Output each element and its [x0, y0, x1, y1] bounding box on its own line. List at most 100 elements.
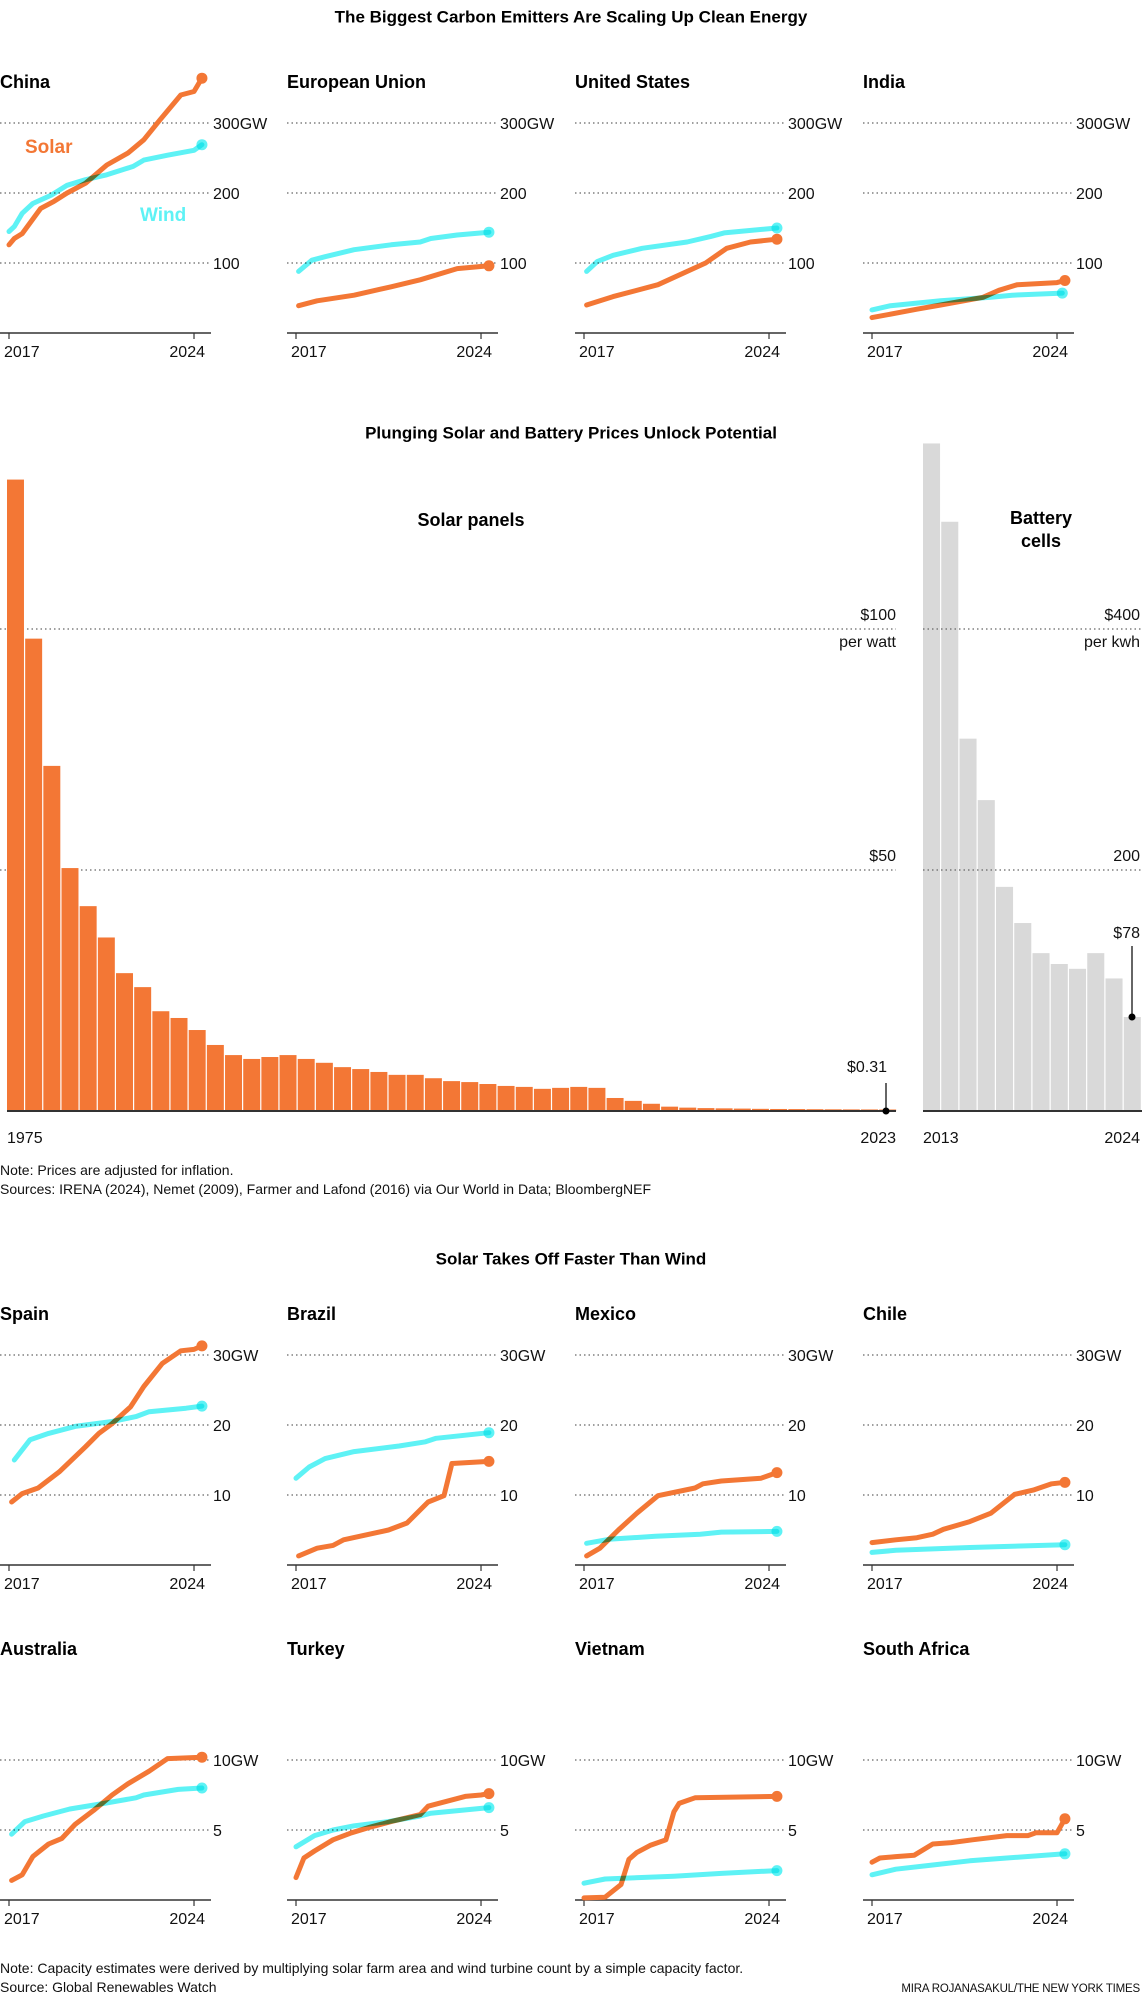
battery-price-bar [941, 521, 959, 1111]
wind-end-dot [771, 1525, 783, 1537]
wind-end-dot [771, 1865, 783, 1877]
solar-price-bar [661, 1106, 679, 1111]
x-tick-label: 2024 [744, 344, 780, 361]
solar-end-dot [771, 1467, 783, 1479]
panel-european-union: European Union 100 200 300GW 2017 2024 [287, 72, 555, 361]
solar-line [6, 75, 205, 248]
y-tick-label: 100 [213, 256, 240, 273]
wind-line [296, 229, 492, 274]
y-tick-label: 5 [500, 1823, 509, 1840]
wind-line [9, 1785, 205, 1837]
y-tick-label: 300GW [788, 116, 843, 133]
solar-price-bar [533, 1088, 551, 1111]
solar-price-bar [225, 1055, 243, 1111]
solar-line [869, 1816, 1068, 1865]
battery-price-bar [1032, 953, 1050, 1111]
solar-price-bar [515, 1086, 533, 1111]
x-tick-label: 2017 [4, 1911, 40, 1928]
solar-price-bar [243, 1058, 261, 1111]
panel-turkey: Turkey 5 10GW 2017 2024 [287, 1639, 546, 1928]
x-tick-label: 2017 [579, 344, 615, 361]
annotation-dot [882, 1107, 890, 1115]
solar-price-bar [570, 1086, 588, 1111]
x-tick-label: 2017 [867, 344, 903, 361]
solar-price-bar [642, 1103, 660, 1111]
legend-wind: Wind [140, 205, 186, 226]
battery-price-bar [1050, 963, 1068, 1111]
x-tick-label: 2024 [744, 1911, 780, 1928]
x-tick-label: 2013 [923, 1130, 959, 1147]
y-tick-label: 300GW [1076, 116, 1131, 133]
solar-price-bar [279, 1055, 297, 1111]
battery-price-bar [1087, 953, 1105, 1111]
x-tick-label: 2024 [1032, 1576, 1068, 1593]
solar-end-dot [196, 1751, 208, 1763]
note: Note: Prices are adjusted for inflation. [0, 1162, 233, 1178]
solar-end-dot [196, 72, 208, 84]
credit: MIRA ROJANASAKUL/THE NEW YORK TIMES [901, 1983, 1140, 1995]
solar-price-bar [479, 1084, 497, 1111]
y-tick-label: 10GW [788, 1753, 834, 1770]
panel-australia: Australia 5 10GW 2017 2024 [0, 1639, 259, 1928]
x-tick-label: 2024 [456, 344, 492, 361]
panel-title: Spain [0, 1304, 49, 1324]
battery-price-bar [977, 800, 995, 1111]
y-tick-label: 5 [788, 1823, 797, 1840]
section-title: The Biggest Carbon Emitters Are Scaling … [335, 7, 808, 26]
wind-line [11, 1403, 205, 1463]
battery-price-bar [1069, 968, 1087, 1111]
solar-price-bar [679, 1107, 697, 1111]
solar-panels-bar-chart: Solar panels $100 per watt $50 1975 2023 $0.31 [0, 479, 897, 1147]
panel-title: Chile [863, 1304, 907, 1324]
panel-title: Vietnam [575, 1639, 645, 1659]
wind-end-dot [483, 1802, 495, 1814]
legend-solar: Solar [25, 137, 73, 158]
panel-title: Mexico [575, 1304, 636, 1324]
y-tick-label: 10GW [213, 1753, 259, 1770]
panel-brazil: Brazil 10 20 30GW 2017 2024 [287, 1304, 546, 1593]
battery-price-bar [1105, 978, 1123, 1111]
y-tick-label: 100 [1076, 256, 1103, 273]
panel-title: India [863, 72, 906, 92]
y-tick-label: 10GW [500, 1753, 546, 1770]
solar-end-dot [483, 1455, 495, 1467]
price-annotation: $0.31 [847, 1059, 887, 1076]
y-tick-label: 300GW [500, 116, 555, 133]
solar-price-bar [261, 1057, 279, 1111]
x-tick-label: 1975 [7, 1130, 43, 1147]
x-tick-label: 2024 [1032, 344, 1068, 361]
solar-price-bar [43, 765, 61, 1111]
solar-end-dot [1059, 1813, 1071, 1825]
y-tick-label: 200 [213, 186, 240, 203]
section-title: Plunging Solar and Battery Prices Unlock… [365, 423, 777, 442]
solar-line [296, 1458, 492, 1559]
solar-line [869, 1479, 1068, 1546]
solar-line [584, 1470, 780, 1559]
x-tick-label: 2017 [291, 344, 327, 361]
panel-title: South Africa [863, 1639, 970, 1659]
wind-end-dot [1056, 287, 1068, 299]
wind-line [581, 1868, 780, 1886]
solar-price-bar [461, 1082, 479, 1111]
battery-price-bar [1014, 923, 1032, 1111]
wind-end-dot [483, 226, 495, 238]
solar-end-dot [1059, 275, 1071, 286]
x-tick-label: 2017 [4, 344, 40, 361]
subchart-title: Battery [1010, 508, 1072, 528]
wind-end-dot [1059, 1848, 1071, 1860]
source: Source: Global Renewables Watch [0, 1979, 217, 1995]
x-tick-label: 2017 [291, 1911, 327, 1928]
x-tick-label: 2024 [1104, 1130, 1140, 1147]
x-tick-label: 2017 [291, 1576, 327, 1593]
y-tick-label: 20 [788, 1418, 806, 1435]
y-tick-label: 20 [500, 1418, 518, 1435]
y-tick-label: 10 [788, 1488, 806, 1505]
solar-price-bar [588, 1087, 606, 1111]
y-tick-label: 10 [1076, 1488, 1094, 1505]
x-tick-label: 2024 [169, 1576, 205, 1593]
section-title: Solar Takes Off Faster Than Wind [436, 1249, 707, 1268]
solar-line [9, 1754, 205, 1883]
solar-price-bar [79, 906, 97, 1111]
x-tick-label: 2024 [744, 1576, 780, 1593]
solar-line [296, 263, 492, 309]
